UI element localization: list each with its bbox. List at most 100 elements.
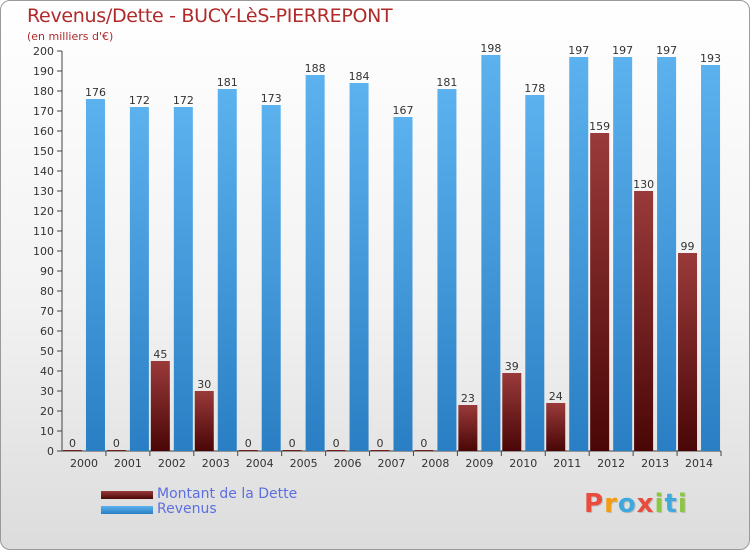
x-tick-label: 2007 [378,457,406,470]
bar-debt-2001 [106,450,126,451]
data-label-debt-2006: 0 [333,437,340,450]
logo-letter: t [664,489,678,519]
data-label-debt-2014: 99 [681,240,695,253]
data-label-revenue-2000: 176 [85,86,106,99]
data-label-revenue-2011: 197 [568,44,589,57]
data-label-revenue-2012: 197 [612,44,633,57]
bar-debt-2000 [62,450,82,451]
x-tick-label: 2006 [334,457,362,470]
logo-letter: P [584,489,605,519]
bar-debt-2003 [194,391,214,451]
x-tick-label: 2013 [641,457,669,470]
y-tick-label: 20 [40,405,54,418]
data-label-debt-2009: 23 [461,392,475,405]
bar-revenue-2004 [261,105,281,451]
data-label-debt-2001: 0 [113,437,120,450]
y-tick-label: 60 [40,325,54,338]
bar-revenue-2013 [657,57,677,451]
data-label-revenue-2004: 173 [261,92,282,105]
y-tick-label: 10 [40,425,54,438]
data-label-revenue-2005: 188 [305,62,326,75]
bar-revenue-2011 [569,57,589,451]
data-label-debt-2007: 0 [377,437,384,450]
data-label-revenue-2010: 178 [524,82,545,95]
x-tick-label: 2003 [202,457,230,470]
x-tick-label: 2008 [421,457,449,470]
bar-revenue-2000 [85,99,105,451]
data-label-debt-2011: 24 [549,390,563,403]
bar-debt-2005 [282,450,302,451]
y-tick-label: 0 [47,445,54,458]
y-tick-label: 150 [33,145,54,158]
data-label-debt-2000: 0 [69,437,76,450]
logo-letter: x [636,489,655,519]
data-label-revenue-2006: 184 [349,70,370,83]
bar-debt-2013 [634,191,654,451]
x-tick-label: 2004 [246,457,274,470]
y-tick-label: 90 [40,265,54,278]
y-tick-label: 50 [40,345,54,358]
logo-letter: i [677,489,688,519]
y-tick-label: 200 [33,45,54,58]
data-label-debt-2012: 159 [589,120,610,133]
bar-debt-2002 [150,361,170,451]
data-label-debt-2004: 0 [245,437,252,450]
logo-letter: i [654,489,665,519]
bar-revenue-2002 [173,107,193,451]
bar-revenue-2001 [129,107,149,451]
legend-swatch-revenue [101,506,153,514]
y-tick-label: 190 [33,65,54,78]
data-label-revenue-2001: 172 [129,94,150,107]
bar-debt-2004 [238,450,258,451]
y-tick-label: 170 [33,105,54,118]
data-label-revenue-2002: 172 [173,94,194,107]
bar-revenue-2007 [393,117,413,451]
data-label-debt-2003: 30 [197,378,211,391]
data-label-debt-2010: 39 [505,360,519,373]
data-label-revenue-2003: 181 [217,76,238,89]
bar-debt-2006 [326,450,346,451]
y-tick-label: 30 [40,385,54,398]
bar-revenue-2005 [305,75,325,451]
y-tick-label: 120 [33,205,54,218]
x-tick-label: 2000 [70,457,98,470]
data-label-debt-2008: 0 [420,437,427,450]
y-tick-label: 130 [33,185,54,198]
data-label-revenue-2014: 193 [700,52,721,65]
bar-debt-2010 [502,373,522,451]
legend-label-debt: Montant de la Dette [157,486,298,502]
x-tick-label: 2010 [509,457,537,470]
bar-revenue-2014 [701,65,721,451]
y-tick-label: 40 [40,365,54,378]
bar-debt-2008 [414,450,434,451]
data-label-revenue-2009: 198 [480,42,501,55]
logo-letter: r [604,489,618,519]
x-tick-label: 2002 [158,457,186,470]
bar-debt-2011 [546,403,566,451]
x-tick-label: 2011 [553,457,581,470]
bar-debt-2014 [678,253,698,451]
bar-debt-2007 [370,450,390,451]
bar-debt-2012 [590,133,610,451]
chart-title: Revenus/Dette - BUCY-LèS-PIERREPONT [27,5,393,27]
bar-revenue-2012 [613,57,633,451]
y-tick-label: 140 [33,165,54,178]
logo-letter: o [617,489,637,519]
y-tick-label: 100 [33,245,54,258]
bar-revenue-2003 [217,89,237,451]
bar-revenue-2009 [481,55,501,451]
legend-swatch-debt [101,491,153,499]
data-label-revenue-2013: 197 [656,44,677,57]
data-label-debt-2005: 0 [289,437,296,450]
data-label-revenue-2008: 181 [436,76,457,89]
x-tick-label: 2001 [114,457,142,470]
x-tick-label: 2012 [597,457,625,470]
y-tick-label: 70 [40,305,54,318]
bar-debt-2009 [458,405,478,451]
x-tick-label: 2014 [685,457,713,470]
proxiti-logo: Proxiti [584,489,688,519]
bar-revenue-2006 [349,83,369,451]
x-tick-label: 2009 [465,457,493,470]
